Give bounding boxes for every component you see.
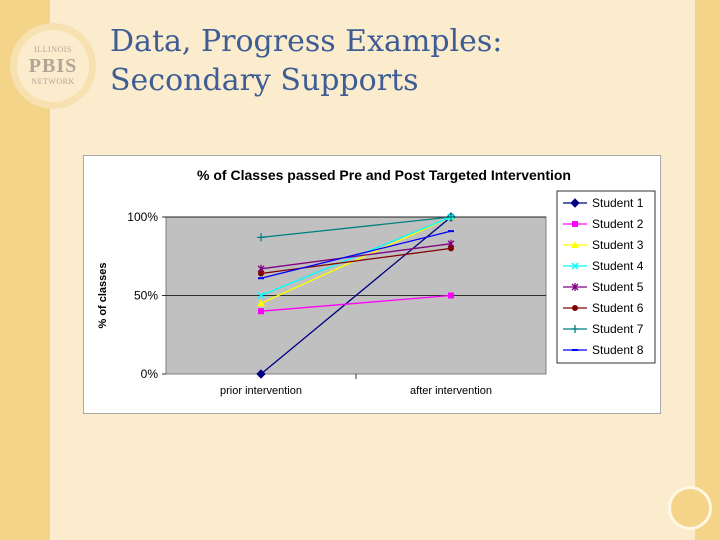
pbis-logo-inner: ILLINOIS PBIS NETWORK <box>17 30 89 102</box>
legend-label: Student 5 <box>592 280 644 294</box>
slide-title-line2: Secondary Supports <box>110 63 419 98</box>
right-decorative-band <box>695 0 720 540</box>
series-line-8 <box>260 230 452 279</box>
legend-label: Student 7 <box>592 322 644 336</box>
logo-main-text: PBIS <box>28 55 78 77</box>
logo-bottom-text: NETWORK <box>31 77 75 86</box>
legend-swatch-marker <box>570 198 580 208</box>
legend-swatch-marker <box>571 241 579 248</box>
x-tick-label: after intervention <box>410 385 492 397</box>
chart-title: % of Classes passed Pre and Post Targete… <box>197 167 571 183</box>
series-line-6 <box>260 247 452 275</box>
legend-swatch-marker <box>572 305 578 311</box>
series-line-1 <box>260 216 452 375</box>
legend-swatch-marker <box>572 221 578 227</box>
legend-swatch-marker <box>571 325 579 333</box>
pbis-logo: ILLINOIS PBIS NETWORK <box>10 23 96 109</box>
y-tick-label: 0% <box>141 367 159 381</box>
slide-title: Data, Progress Examples: Secondary Suppo… <box>110 22 670 100</box>
x-tick-label: prior intervention <box>220 385 302 397</box>
legend-label: Student 2 <box>592 217 644 231</box>
series-line-5 <box>260 243 452 270</box>
line-chart: % of Classes passed Pre and Post Targete… <box>97 167 656 397</box>
data-point-7 <box>257 233 265 242</box>
legend-swatch-marker <box>571 283 579 291</box>
data-point-3 <box>257 299 265 307</box>
data-point-2 <box>448 292 454 299</box>
data-point-6 <box>448 245 454 252</box>
data-point-1 <box>256 369 266 379</box>
data-point-6 <box>258 270 264 277</box>
legend-label: Student 8 <box>592 343 644 357</box>
legend-label: Student 1 <box>592 196 644 210</box>
chart-container: % of Classes passed Pre and Post Targete… <box>83 155 661 414</box>
data-point-7 <box>447 213 455 221</box>
corner-decorative-circle <box>668 486 712 530</box>
series-line-7 <box>260 216 452 239</box>
y-tick-label: 100% <box>127 210 158 224</box>
logo-top-text: ILLINOIS <box>34 45 72 54</box>
y-axis-label: % of classes <box>97 262 109 328</box>
y-tick-label: 50% <box>134 289 158 303</box>
legend-label: Student 3 <box>592 238 644 252</box>
legend-label: Student 6 <box>592 301 644 315</box>
legend-box <box>556 190 656 364</box>
slide-title-line1: Data, Progress Examples: <box>110 24 503 59</box>
data-point-4 <box>257 291 265 300</box>
legend-label: Student 4 <box>592 259 644 273</box>
data-point-2 <box>258 308 264 315</box>
legend-swatch-marker <box>571 262 579 270</box>
series-line-3 <box>260 216 452 304</box>
series-line-2 <box>260 294 452 312</box>
